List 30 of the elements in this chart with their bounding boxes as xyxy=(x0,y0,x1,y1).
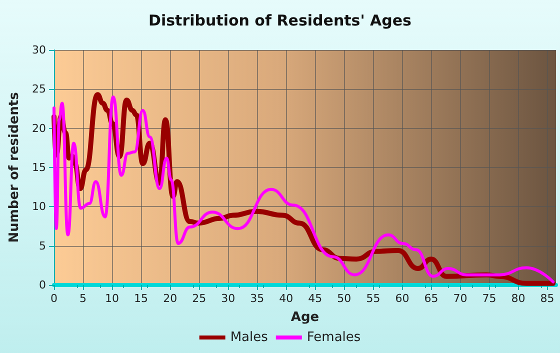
x-axis-title: Age xyxy=(290,310,320,325)
legend-label: Females xyxy=(306,330,361,345)
x-tick-label: 75 xyxy=(482,292,496,305)
x-tick-label: 45 xyxy=(308,292,322,305)
x-tick-label: 10 xyxy=(105,292,120,305)
x-tick-label: 50 xyxy=(337,292,352,305)
y-tick-label: 5 xyxy=(39,239,46,252)
y-tick-label: 10 xyxy=(32,200,46,214)
y-tick-label: 0 xyxy=(39,278,46,292)
x-tick-label: 85 xyxy=(540,292,554,305)
y-tick-label: 25 xyxy=(32,82,46,96)
x-tick-label: 65 xyxy=(424,292,438,305)
x-tick-label: 40 xyxy=(279,292,294,305)
x-tick-label: 80 xyxy=(511,292,526,305)
chart-title: Distribution of Residents' Ages xyxy=(148,12,412,30)
x-tick-label: 30 xyxy=(221,292,236,305)
x-tick-label: 35 xyxy=(250,292,264,305)
x-tick-label: 25 xyxy=(192,292,206,305)
y-tick-label: 15 xyxy=(32,161,46,174)
y-tick-label: 30 xyxy=(32,44,46,56)
y-axis-title: Number of residents xyxy=(7,92,22,243)
x-tick-label: 0 xyxy=(50,292,58,305)
x-tick-label: 70 xyxy=(453,292,468,305)
legend-label: Males xyxy=(230,330,268,345)
x-tick-label: 60 xyxy=(395,292,410,305)
y-tick-label: 20 xyxy=(32,122,46,135)
x-tick-label: 20 xyxy=(163,292,178,305)
x-tick-label: 5 xyxy=(80,292,87,305)
x-tick-label: 55 xyxy=(366,292,380,305)
x-tick-label: 15 xyxy=(134,292,148,305)
